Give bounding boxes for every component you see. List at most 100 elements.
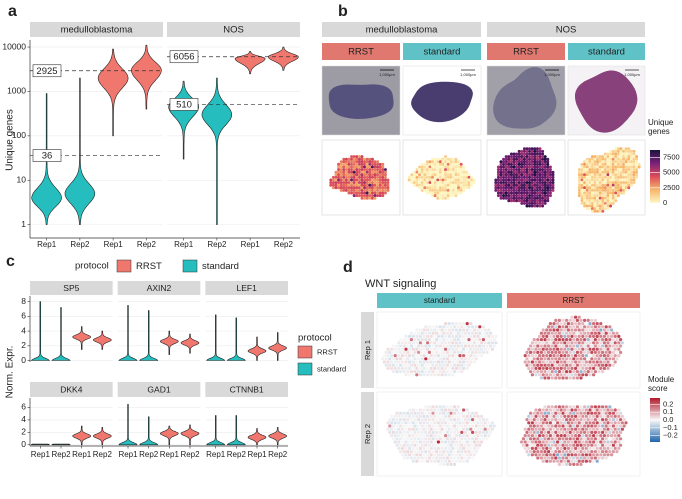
- spot: [441, 160, 445, 164]
- spot: [559, 354, 563, 358]
- spot: [427, 344, 431, 348]
- spot: [449, 370, 453, 374]
- spot: [557, 344, 562, 348]
- spot: [360, 178, 364, 182]
- spot: [602, 408, 607, 412]
- spot: [408, 347, 412, 351]
- spot: [467, 443, 471, 447]
- spot: [457, 191, 461, 195]
- spot: [451, 360, 455, 364]
- spot: [499, 181, 503, 185]
- spot: [583, 201, 587, 205]
- spot: [588, 181, 592, 185]
- spot: [541, 149, 545, 153]
- spot: [415, 408, 419, 412]
- spot: [532, 344, 536, 348]
- spot: [536, 418, 540, 422]
- spot: [538, 414, 542, 418]
- spot: [442, 462, 446, 466]
- spot: [548, 186, 552, 190]
- spot: [408, 334, 412, 338]
- spot: [530, 194, 534, 198]
- spot: [538, 354, 542, 358]
- spot: [595, 459, 599, 463]
- spot: [474, 430, 478, 434]
- spot: [606, 152, 610, 156]
- spot: [609, 149, 613, 153]
- spot: [517, 196, 521, 200]
- spot: [541, 366, 545, 370]
- spot: [460, 357, 464, 361]
- spot: [538, 341, 542, 345]
- spot: [615, 338, 619, 342]
- panel-letter: d: [343, 259, 353, 276]
- spot: [538, 360, 542, 364]
- spot: [370, 175, 374, 179]
- spot: [487, 434, 491, 438]
- spot: [568, 411, 572, 415]
- spot: [611, 357, 616, 361]
- spot: [590, 411, 594, 415]
- spot: [584, 440, 589, 444]
- spot: [590, 178, 594, 182]
- spot: [499, 178, 503, 182]
- spot: [462, 421, 466, 425]
- spot: [462, 322, 466, 326]
- spot: [399, 418, 403, 422]
- spot: [454, 188, 458, 192]
- violin: [206, 415, 226, 446]
- spot: [550, 443, 554, 447]
- spot: [577, 434, 581, 438]
- spot: [603, 175, 607, 179]
- spot: [565, 376, 569, 380]
- spot: [580, 168, 584, 172]
- spot: [572, 363, 576, 367]
- spot: [433, 408, 437, 412]
- spot: [565, 370, 569, 374]
- spot: [427, 325, 431, 329]
- spot: [547, 350, 551, 354]
- spot: [530, 421, 535, 425]
- spot: [502, 191, 506, 195]
- spot: [400, 414, 404, 418]
- spot: [583, 191, 587, 195]
- spot: [376, 173, 380, 177]
- spot: [585, 188, 589, 192]
- spot: [548, 434, 553, 438]
- spot: [551, 188, 555, 192]
- spot: [588, 440, 592, 444]
- spot: [444, 354, 448, 358]
- spot: [425, 168, 429, 172]
- spot: [543, 350, 547, 354]
- spot: [616, 168, 620, 172]
- spot: [530, 181, 534, 185]
- spot: [415, 178, 419, 182]
- spot: [429, 373, 433, 377]
- spot: [574, 453, 578, 457]
- spot: [441, 196, 445, 200]
- spot: [525, 196, 529, 200]
- spot: [337, 165, 341, 169]
- spot: [561, 318, 565, 322]
- spot: [368, 165, 372, 169]
- spot: [400, 360, 404, 364]
- spot: [538, 181, 542, 185]
- spot: [512, 168, 516, 172]
- spot: [462, 434, 466, 438]
- spot: [512, 160, 516, 164]
- spot: [530, 155, 534, 159]
- spot: [548, 170, 552, 174]
- spot: [606, 165, 610, 169]
- spot: [572, 344, 576, 348]
- spot: [604, 344, 608, 348]
- spot: [373, 196, 377, 200]
- spot: [561, 376, 565, 380]
- spot: [606, 414, 610, 418]
- spot: [483, 328, 487, 332]
- spot: [615, 424, 619, 428]
- spot: [391, 344, 395, 348]
- spot: [409, 430, 413, 434]
- spot: [444, 157, 448, 161]
- spot: [411, 341, 415, 345]
- spot: [624, 147, 628, 151]
